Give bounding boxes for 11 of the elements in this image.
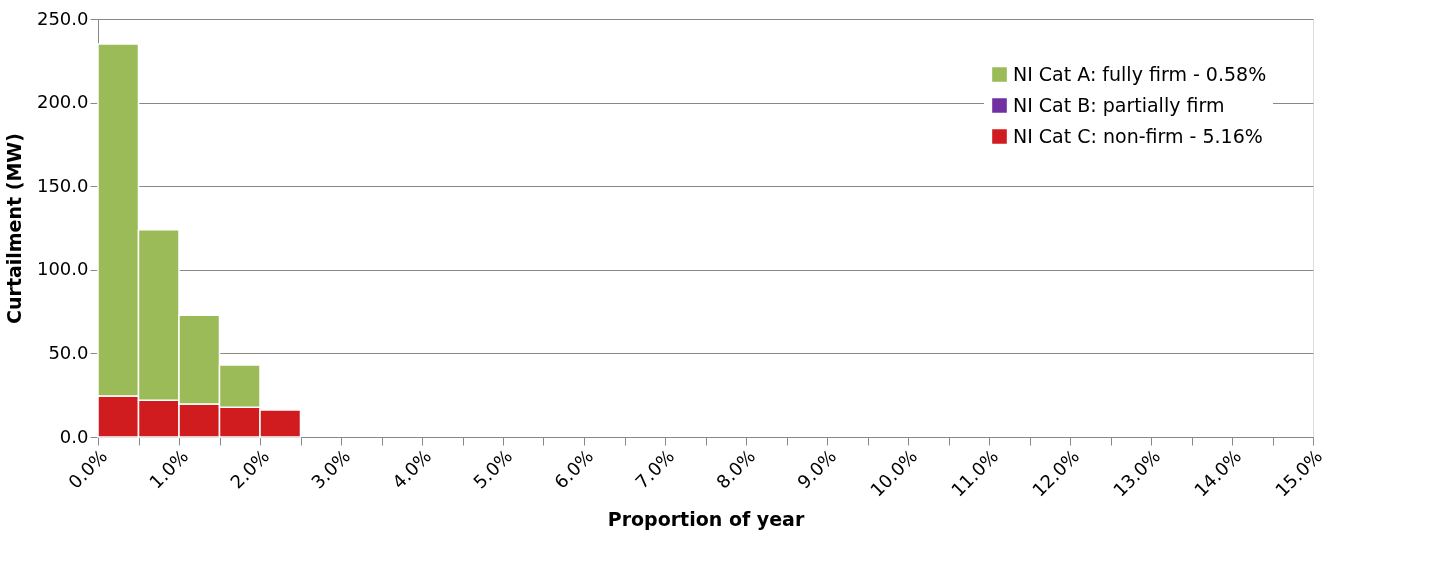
legend-label: NI Cat B: partially firm (1013, 93, 1225, 116)
y-tick-label: 50.0 (48, 341, 89, 363)
x-axis-title: Proportion of year (607, 507, 805, 530)
y-tick-label: 0.0 (59, 425, 89, 447)
y-tick-label: 200.0 (36, 91, 89, 113)
legend-label: NI Cat C: non-firm - 5.16% (1013, 124, 1263, 147)
y-axis-title: Curtailment (MW) (2, 133, 25, 324)
y-tick-label: 150.0 (36, 174, 89, 196)
y-tick-label: 250.0 (36, 7, 89, 29)
legend-label: NI Cat A: fully firm - 0.58% (1013, 62, 1267, 85)
y-tick-label: 100.0 (36, 258, 89, 280)
